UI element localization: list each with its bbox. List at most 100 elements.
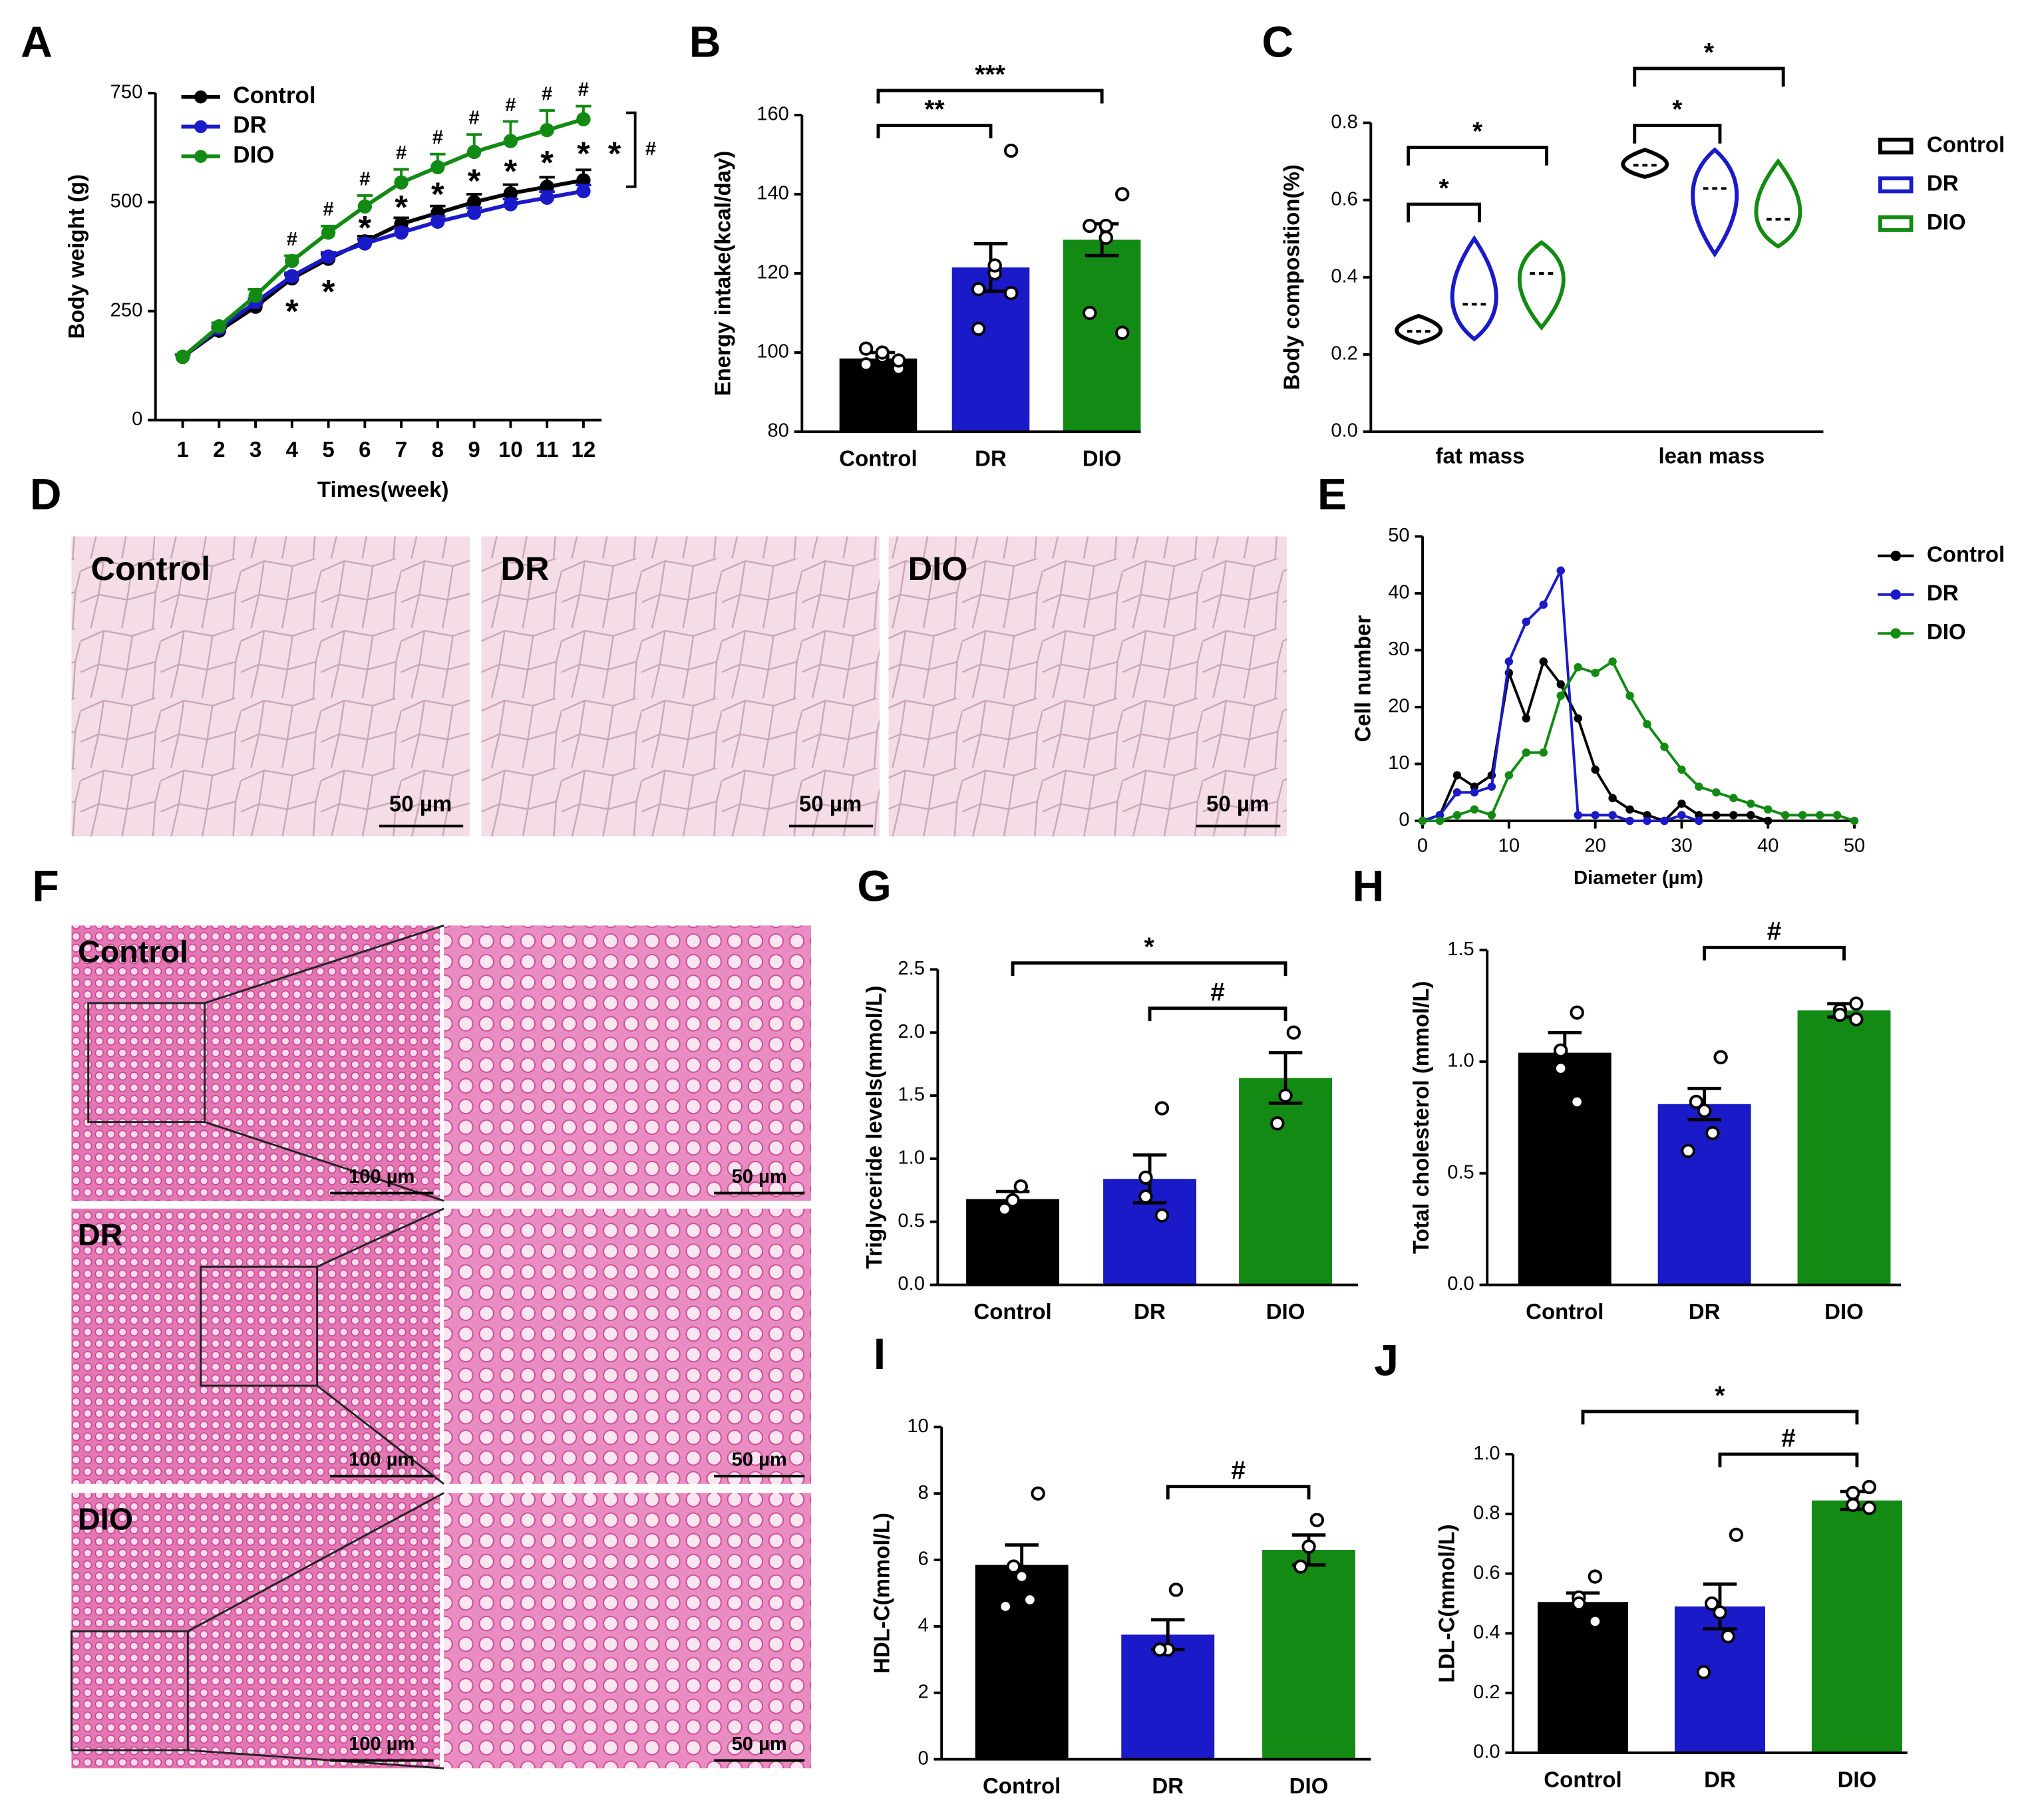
data-point: [430, 160, 445, 175]
data-point: [1014, 1569, 1029, 1584]
micrograph: [888, 536, 1287, 837]
y-tick-label: 250: [110, 299, 143, 321]
inset-box: [70, 1630, 189, 1751]
data-point: [576, 112, 591, 126]
data-point: [1168, 1583, 1184, 1597]
y-tick-label: 0: [1399, 810, 1409, 831]
bar: [1063, 239, 1141, 432]
data-point: [1660, 742, 1669, 751]
data-point: [1138, 1170, 1153, 1185]
y-tick-label: 10: [907, 1416, 928, 1437]
bar: [1657, 1104, 1751, 1285]
data-point: [285, 269, 299, 283]
y-tick-label: 0.0: [1447, 1273, 1474, 1294]
x-tick-label: 7: [395, 437, 407, 462]
data-point: [1697, 1104, 1712, 1118]
violin: [1518, 240, 1566, 331]
data-point: [1712, 811, 1721, 820]
data-point: [1764, 805, 1773, 814]
legend-swatch: [1878, 137, 1914, 155]
y-tick-label: 1.0: [898, 1147, 925, 1169]
x-tick-label: 5: [322, 437, 334, 462]
legend-label: DIO: [1927, 619, 1966, 644]
bar: [1811, 1500, 1902, 1753]
x-tick-label: Control: [973, 1299, 1051, 1324]
data-point: [1418, 816, 1427, 826]
x-tick-label: 9: [468, 437, 480, 462]
data-point: [1522, 714, 1531, 723]
y-tick-label: 2.0: [898, 1021, 925, 1042]
legend-marker: [194, 120, 208, 134]
data-point: [1083, 305, 1097, 321]
legend-label: Control: [1927, 541, 2005, 566]
data-point: [576, 184, 591, 199]
significance-mark: #: [287, 229, 297, 250]
data-point: [1705, 1126, 1720, 1141]
data-point: [1574, 714, 1582, 723]
data-point: [1570, 1005, 1584, 1020]
data-point: [1098, 230, 1113, 245]
y-tick-label: 20: [1388, 696, 1409, 717]
y-tick-label: 1.5: [898, 1084, 925, 1106]
series-line: [181, 178, 584, 359]
y-tick-label: 0: [132, 408, 142, 430]
y-axis-label: Body weight (g): [64, 174, 88, 339]
data-point: [1553, 1043, 1568, 1058]
group-label: DIO: [78, 1501, 133, 1536]
data-point: [1003, 143, 1019, 158]
inset-box: [200, 1265, 319, 1387]
y-axis-label: Triglyceride levels(mmol/L): [862, 986, 886, 1269]
series-line: [1422, 659, 1769, 823]
significance-mark: *: [608, 134, 621, 172]
data-point: [1504, 771, 1514, 780]
legend-label: Control: [233, 82, 315, 108]
data-point: [1729, 1527, 1744, 1542]
scale-bar-label: 100 µm: [349, 1166, 415, 1187]
data-point: [1452, 788, 1462, 797]
data-point: [1539, 657, 1548, 666]
group-label: DIO: [908, 549, 968, 587]
data-point: [1643, 720, 1651, 728]
data-point: [1522, 617, 1531, 626]
data-point: [540, 190, 554, 205]
y-tick-label: 140: [757, 183, 789, 204]
x-tick-label: DR: [1704, 1767, 1736, 1791]
legend-label: DR: [233, 112, 267, 138]
significance-mark: *: [468, 162, 481, 200]
legend-label: DR: [1927, 581, 1959, 605]
data-point: [1553, 1061, 1568, 1076]
data-point: [891, 353, 906, 368]
significance-bracket: [876, 88, 1104, 104]
legend-marker: [1890, 628, 1902, 639]
data-point: [1083, 218, 1097, 233]
data-point: [1696, 1665, 1711, 1680]
data-point: [1591, 765, 1600, 774]
micrograph: [481, 536, 880, 837]
data-point: [1522, 748, 1531, 757]
legend-label: Control: [1927, 132, 2005, 156]
scale-bar-label: 50 µm: [732, 1166, 787, 1187]
group-label: DR: [501, 549, 550, 587]
y-axis-label: Cell number: [1350, 615, 1375, 742]
significance-label: *: [1715, 1382, 1725, 1410]
y-tick-label: 0.2: [1331, 343, 1358, 365]
x-tick-label: 8: [432, 437, 444, 462]
data-point: [175, 349, 190, 365]
y-tick-label: 30: [1388, 639, 1409, 660]
data-point: [1660, 816, 1669, 826]
x-axis-label: Times(week): [317, 477, 449, 502]
legend-marker: [1890, 589, 1902, 600]
y-tick-label: 2: [918, 1681, 929, 1702]
data-point: [1643, 811, 1651, 820]
y-tick-label: 0.2: [1473, 1682, 1500, 1703]
data-point: [1764, 816, 1773, 826]
data-point: [1115, 187, 1130, 202]
data-point: [1625, 805, 1634, 814]
data-point: [1747, 811, 1755, 820]
data-point: [248, 289, 263, 303]
y-tick-label: 50: [1388, 525, 1409, 546]
x-tick-label: DR: [1689, 1299, 1721, 1324]
data-point: [1539, 600, 1548, 609]
y-tick-label: 160: [757, 104, 789, 125]
bar: [975, 1565, 1069, 1759]
